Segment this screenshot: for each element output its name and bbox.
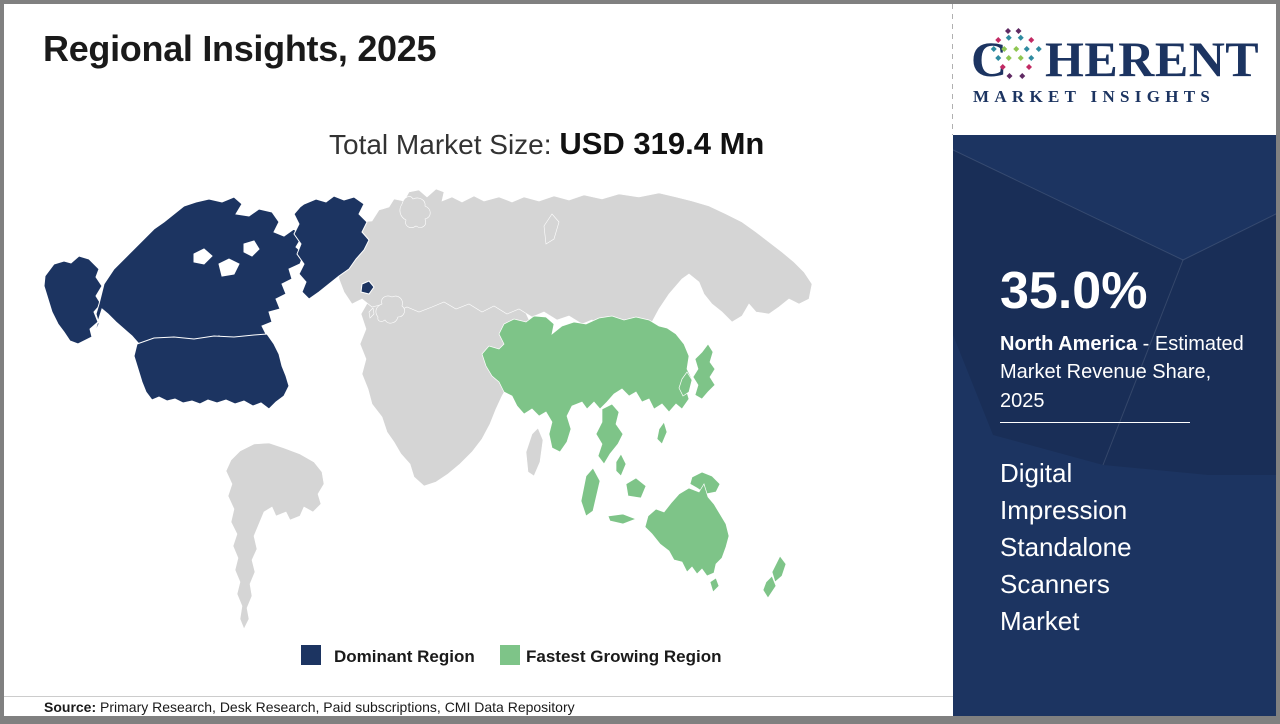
svg-text:HERENT: HERENT — [1045, 31, 1259, 87]
svg-text:C: C — [971, 31, 1007, 87]
